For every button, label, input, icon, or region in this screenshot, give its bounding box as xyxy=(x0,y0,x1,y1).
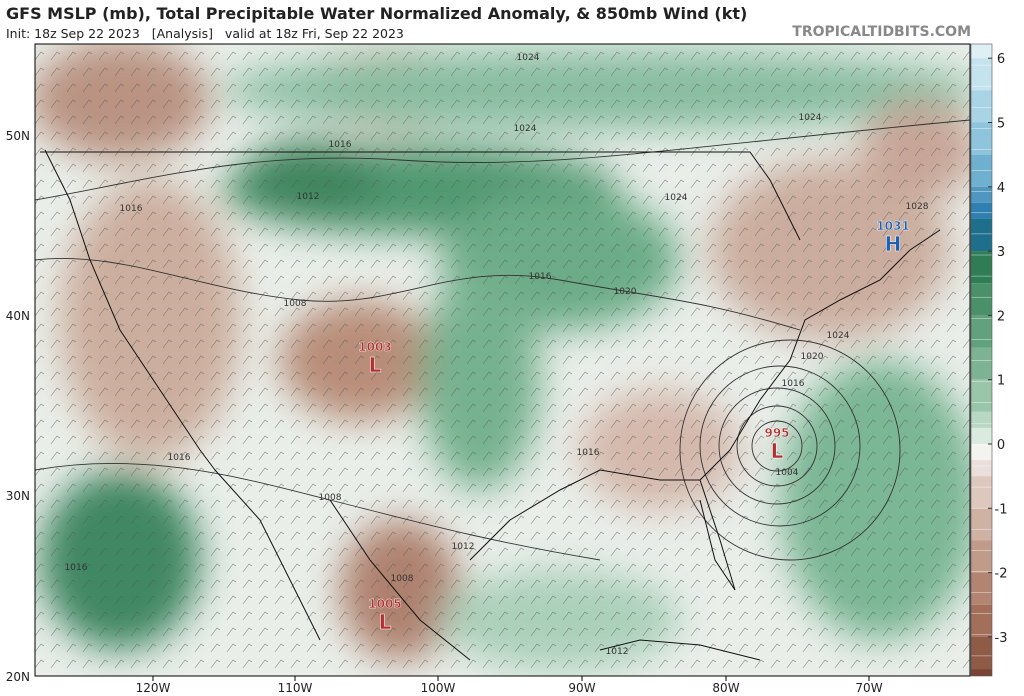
isobar-label: 1012 xyxy=(452,542,475,552)
isobar-label: 1016 xyxy=(120,204,143,214)
isobar-label: 1024 xyxy=(827,331,850,341)
colorbar-segment xyxy=(971,315,992,348)
isobar-label: 1004 xyxy=(776,468,799,478)
colorbar-segment xyxy=(971,444,992,461)
pressure-center: L xyxy=(369,353,382,377)
lon-label: 110W xyxy=(278,681,313,695)
colorbar-segment xyxy=(971,218,992,252)
colorbar-segment xyxy=(971,58,992,91)
colorbar-tick-label: 0 xyxy=(997,438,1005,453)
lat-label: 20N xyxy=(6,670,30,684)
colorbar-segment xyxy=(971,636,992,670)
isobar-label: 1012 xyxy=(606,647,629,657)
colorbar-segment xyxy=(971,460,992,477)
lon-label: 120W xyxy=(136,681,171,695)
isobar-label: 1016 xyxy=(65,563,88,573)
credit: TROPICALTIDBITS.COM xyxy=(792,24,971,40)
colorbar-tick-label: 5 xyxy=(997,117,1005,132)
pressure-value: 1003 xyxy=(358,340,391,354)
colorbar-tick-label: 2 xyxy=(997,309,1005,324)
pressure-center: L xyxy=(379,610,392,634)
isobar-label: 1024 xyxy=(799,113,822,123)
colorbar-segment xyxy=(971,669,992,676)
colorbar-segment xyxy=(971,476,992,509)
colorbar-segment xyxy=(971,427,992,444)
pressure-center: H xyxy=(885,232,902,256)
colorbar-segment xyxy=(971,251,992,284)
colorbar-tick-label: 4 xyxy=(997,181,1005,196)
colorbar-segment xyxy=(971,379,992,412)
colorbar-segment xyxy=(971,604,992,637)
lon-label: 80W xyxy=(712,681,739,695)
colorbar-tick-label: -3 xyxy=(995,631,1008,646)
isobar-label: 1020 xyxy=(614,287,637,297)
isobar-label: 1024 xyxy=(514,124,537,134)
isobar-label: 1016 xyxy=(168,453,191,463)
colorbar-tick-label: 3 xyxy=(997,245,1005,260)
pressure-value: 1005 xyxy=(368,597,401,611)
colorbar-segment xyxy=(971,572,992,605)
lat-label: 40N xyxy=(6,309,30,323)
lat-label: 50N xyxy=(6,129,30,143)
isobar-label: 1016 xyxy=(577,448,600,458)
isobar-label: 1024 xyxy=(665,193,688,203)
isobar-label: 1016 xyxy=(329,140,352,150)
isobar-label: 1012 xyxy=(297,192,320,202)
colorbar-tick-label: 6 xyxy=(997,52,1005,67)
colorbar-segment xyxy=(971,411,992,428)
colorbar-segment xyxy=(971,44,992,59)
colorbar-segment xyxy=(971,186,992,203)
colorbar-frame xyxy=(970,43,993,677)
colorbar-segment xyxy=(971,122,992,155)
title: GFS MSLP (mb), Total Precipitable Water … xyxy=(6,4,748,23)
pressure-value: 995 xyxy=(764,426,789,440)
lon-label: 100W xyxy=(421,681,456,695)
isobar-label: 1008 xyxy=(391,574,414,584)
lat-label: 30N xyxy=(6,489,30,503)
colorbar-segment xyxy=(971,508,992,541)
pressure-value: 1031 xyxy=(876,219,909,233)
colorbar-segment xyxy=(971,540,992,573)
isobar-label: 1008 xyxy=(319,493,342,503)
isobar-label: 1020 xyxy=(801,352,824,362)
colorbar-tick-label: -1 xyxy=(995,502,1008,517)
isobar-label: 1028 xyxy=(906,202,929,212)
colorbar-segment xyxy=(971,202,992,219)
isobar-label: 1016 xyxy=(529,272,552,282)
isobar-label: 1016 xyxy=(782,379,805,389)
isobar-label: 1024 xyxy=(517,53,540,63)
lon-label: 70W xyxy=(855,681,882,695)
isobar-label: 1008 xyxy=(284,299,307,309)
colorbar-segment xyxy=(971,283,992,316)
colorbar-segment xyxy=(971,90,992,123)
colorbar-tick-label: -2 xyxy=(995,567,1008,582)
lon-label: 90W xyxy=(568,681,595,695)
pressure-center: L xyxy=(771,439,784,463)
subtitle: Init: 18z Sep 22 2023 [Analysis] valid a… xyxy=(6,26,404,41)
colorbar-segment xyxy=(971,347,992,380)
colorbar-tick-label: 1 xyxy=(997,374,1005,389)
